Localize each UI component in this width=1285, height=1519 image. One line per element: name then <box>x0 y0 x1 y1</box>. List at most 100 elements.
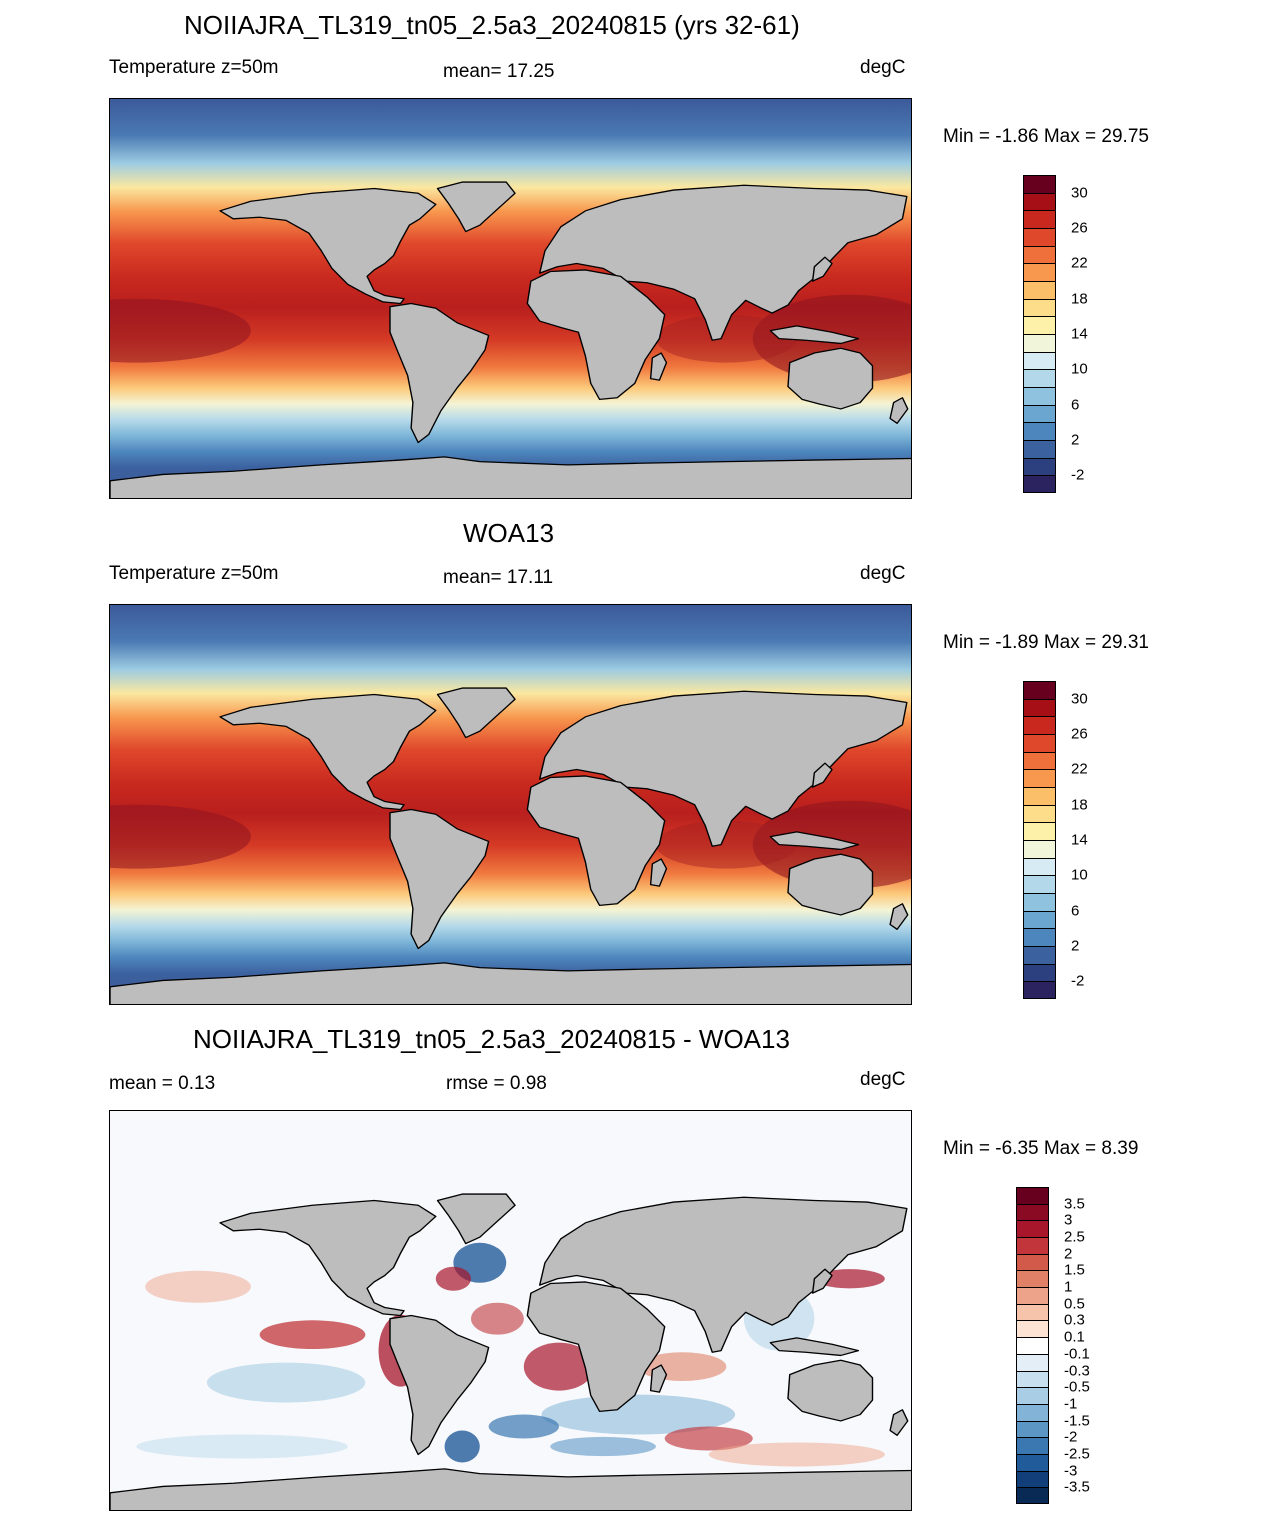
anomaly-blob <box>664 1426 753 1451</box>
panel3-mean-label: mean = 0.13 <box>109 1073 216 1094</box>
panel3-minmax: Min = -6.35 Max = 8.39 <box>943 1138 1139 1159</box>
colorbar-separator <box>1023 840 1056 841</box>
anomaly-blob <box>550 1436 656 1457</box>
colorbar-separator <box>1023 910 1056 912</box>
colorbar-tick-label: -3.5 <box>1064 1478 1090 1496</box>
colorbar-tick-label: 22 <box>1071 760 1088 778</box>
land-south-america <box>389 808 490 950</box>
warm-pool-east-pacific <box>110 298 251 363</box>
colorbar-tick-label: -1 <box>1064 1395 1078 1413</box>
colorbar-separator <box>1023 334 1056 335</box>
colorbar-separator <box>1023 404 1056 406</box>
land-eurasia <box>538 184 908 341</box>
land-north-america <box>219 1199 437 1317</box>
colorbar-tick-label: 2 <box>1071 431 1080 449</box>
colorbar-tick-label: 2 <box>1064 1245 1073 1263</box>
colorbar-tick-label: 30 <box>1071 184 1088 202</box>
colorbar-tick-label: 26 <box>1071 219 1088 237</box>
panel1-minmax: Min = -1.86 Max = 29.75 <box>943 126 1149 147</box>
anomaly-blob <box>488 1414 560 1439</box>
colorbar-separator <box>1023 963 1056 965</box>
land-australia <box>787 347 874 410</box>
colorbar-frame <box>1023 175 1056 493</box>
colorbar-separator <box>1016 1387 1049 1389</box>
colorbar-separator <box>1023 228 1056 229</box>
colorbar-separator <box>1023 751 1056 753</box>
anomaly-blob <box>206 1362 366 1403</box>
anomaly-blob <box>145 1270 251 1303</box>
land-madagascar <box>649 352 668 381</box>
colorbar-separator <box>1016 1337 1049 1339</box>
panel1-variable-label: Temperature z=50m <box>109 57 279 78</box>
colorbar-tick-label: 2 <box>1071 937 1080 955</box>
anomaly-blob <box>708 1442 885 1467</box>
colorbar-separator <box>1023 298 1056 300</box>
panel2-minmax: Min = -1.89 Max = 29.31 <box>943 632 1149 653</box>
colorbar-tick-label: -0.1 <box>1064 1345 1090 1363</box>
colorbar-separator <box>1023 263 1056 265</box>
colorbar-tick-label: -1.5 <box>1064 1412 1090 1430</box>
colorbar-tick-label: -2 <box>1071 972 1085 990</box>
land-japan <box>811 1268 833 1294</box>
colorbar-separator <box>1016 1220 1049 1222</box>
land-indonesia <box>769 325 860 345</box>
colorbar-tick-label: -0.3 <box>1064 1362 1090 1380</box>
colorbar-separator <box>1016 1487 1049 1489</box>
land-indonesia <box>769 1337 860 1357</box>
colorbar-separator <box>1016 1320 1049 1322</box>
colorbar-separator <box>1023 698 1056 700</box>
panel2-mean-label: mean= 17.11 <box>443 567 554 588</box>
land-greenland <box>436 687 516 739</box>
colorbar-separator <box>1016 1353 1049 1355</box>
anomaly-blob <box>444 1430 480 1463</box>
colorbar-tick-label: 14 <box>1071 325 1088 343</box>
panel3-rmse-label: rmse = 0.98 <box>446 1073 547 1094</box>
colorbar-tick-label: 10 <box>1071 866 1088 884</box>
colorbar-separator <box>1023 422 1056 424</box>
land-eurasia <box>538 1196 908 1353</box>
land-greenland <box>436 181 516 233</box>
colorbar-tick-label: 18 <box>1071 290 1088 308</box>
land-south-america <box>389 1314 490 1456</box>
land-new-zealand <box>889 903 909 930</box>
colorbar-separator <box>1016 1403 1049 1405</box>
land-madagascar <box>649 858 668 887</box>
map-field <box>110 1111 911 1510</box>
colorbar-separator <box>1023 928 1056 930</box>
colorbar-tick-label: -2.5 <box>1064 1445 1090 1463</box>
panel2-variable-label: Temperature z=50m <box>109 563 279 584</box>
colorbar-separator <box>1023 716 1056 718</box>
colorbar-separator <box>1023 875 1056 877</box>
colorbar-tick-label: 0.5 <box>1064 1295 1085 1313</box>
land-south-america <box>389 302 490 444</box>
panel3-title: NOIIAJRA_TL319_tn05_2.5a3_20240815 - WOA… <box>193 1024 790 1054</box>
colorbar-frame <box>1016 1187 1049 1504</box>
land-antarctica <box>110 962 911 1004</box>
colorbar-separator <box>1023 369 1056 371</box>
panel1-colorbar: 30 26 22 18 14 10 6 2 -2 <box>1023 175 1143 494</box>
colorbar-separator <box>1016 1370 1049 1372</box>
anomaly-blob <box>470 1302 524 1335</box>
anomaly-blob <box>814 1269 885 1289</box>
colorbar-separator <box>1016 1470 1049 1472</box>
colorbar-separator <box>1023 822 1056 824</box>
land-africa <box>526 1281 666 1412</box>
colorbar-tick-label: 6 <box>1071 396 1080 414</box>
colorbar-tick-label: 30 <box>1071 690 1088 708</box>
land-eurasia <box>538 690 908 847</box>
land-north-america <box>219 693 437 811</box>
colorbar-separator <box>1016 1203 1049 1205</box>
colorbar-separator <box>1016 1237 1049 1239</box>
land-north-america <box>219 187 437 305</box>
panel1-title: NOIIAJRA_TL319_tn05_2.5a3_20240815 (yrs … <box>184 10 800 40</box>
panel1-units-label: degC <box>860 57 906 78</box>
land-japan <box>811 762 833 788</box>
colorbar-tick-label: 22 <box>1071 254 1088 272</box>
land-madagascar <box>649 1364 668 1393</box>
colorbar-separator <box>1016 1303 1049 1305</box>
colorbar-separator <box>1016 1437 1049 1439</box>
colorbar-tick-label: 0.1 <box>1064 1328 1085 1346</box>
land-africa <box>526 775 666 906</box>
panel3-map <box>109 1110 912 1511</box>
colorbar-separator <box>1023 475 1056 477</box>
